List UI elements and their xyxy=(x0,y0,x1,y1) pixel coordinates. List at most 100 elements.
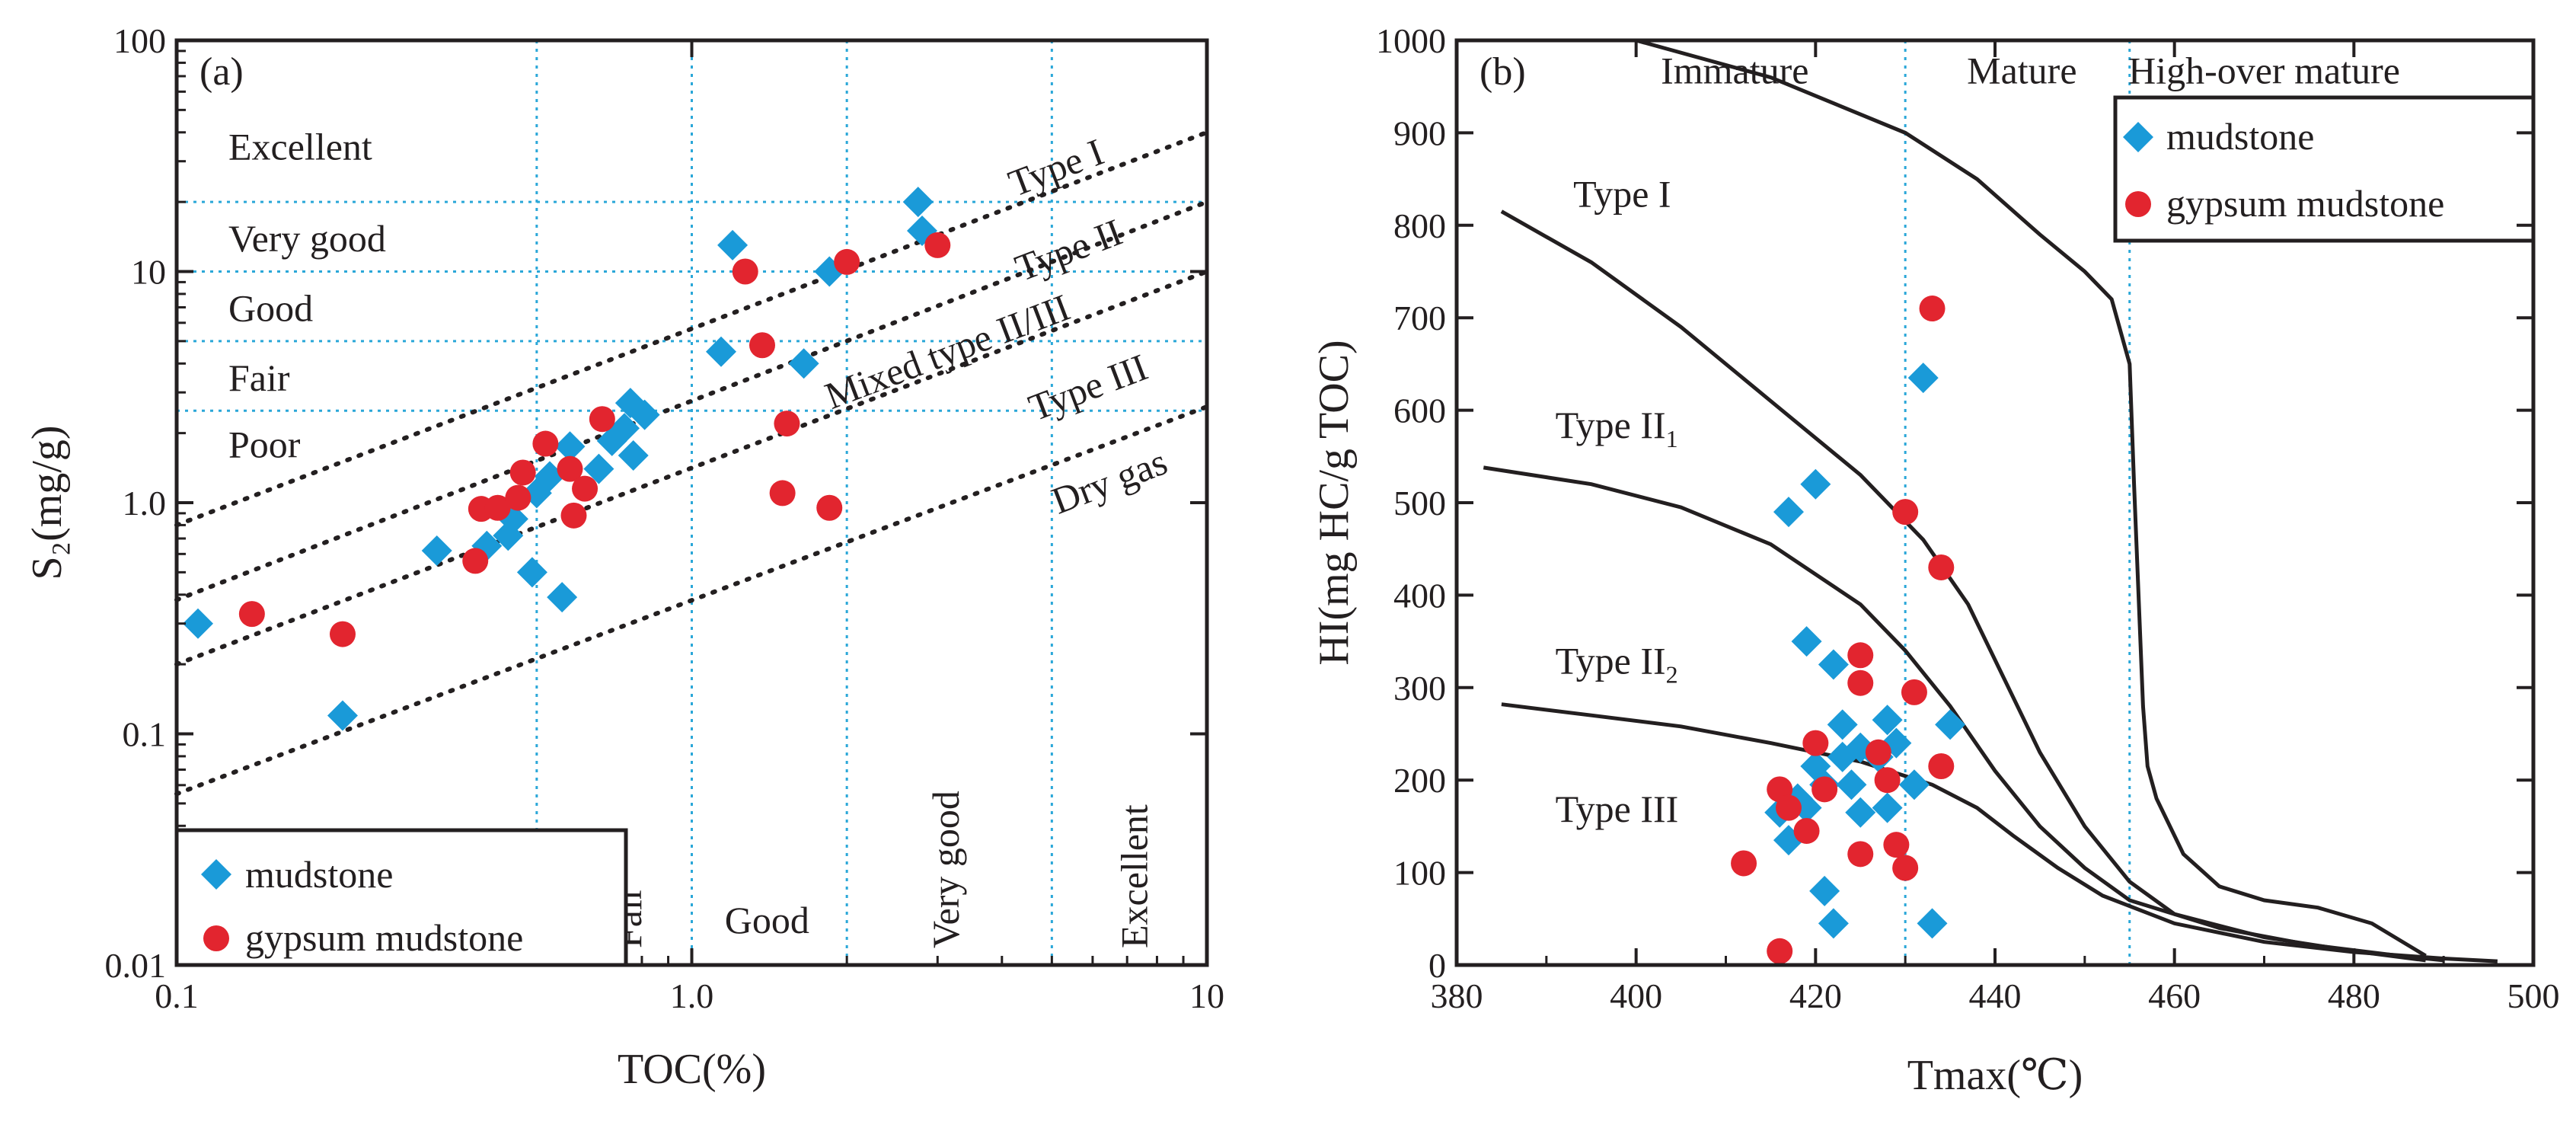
point-b-mudstone xyxy=(1818,908,1849,939)
s2-class-excellent: Excellent xyxy=(228,125,372,168)
point-a-mudstone xyxy=(902,187,934,218)
legend-box-a xyxy=(174,828,628,967)
x-tick-label-a: 1.0 xyxy=(670,976,714,1015)
point-a-gypsum-mudstone xyxy=(484,494,511,521)
zone-label-high-over-mature: High-over mature xyxy=(2128,49,2400,91)
y-tick-label-b: 700 xyxy=(1393,299,1446,337)
point-b-gypsum-mudstone xyxy=(1892,855,1919,881)
point-a-mudstone xyxy=(554,431,586,462)
toc-class-very-good: Very good xyxy=(924,791,967,948)
legend-box-b xyxy=(2113,95,2536,243)
type-line-type-ii xyxy=(174,200,1209,602)
y-tick-label-b: 300 xyxy=(1393,669,1446,708)
x-tick-label-b: 440 xyxy=(1969,976,2022,1015)
type-label-type-i: Type I xyxy=(1573,173,1671,216)
point-a-mudstone xyxy=(516,557,547,588)
point-a-mudstone xyxy=(705,336,736,367)
y-tick-label-b: 0 xyxy=(1428,946,1446,985)
s2-class-fair: Fair xyxy=(228,356,290,399)
point-a-gypsum-mudstone xyxy=(532,430,559,457)
point-a-gypsum-mudstone xyxy=(834,248,860,275)
point-a-mudstone xyxy=(327,700,358,731)
point-b-gypsum-mudstone xyxy=(1847,642,1874,669)
x-tick-label-b: 500 xyxy=(2507,976,2560,1015)
type-label-main: Type I xyxy=(1573,173,1671,216)
type-line-mixed-type-ii-iii xyxy=(174,269,1209,667)
type-label-main: Type III xyxy=(1556,788,1679,830)
y-tick-label-b: 900 xyxy=(1393,113,1446,152)
toc-class-good: Good xyxy=(725,899,809,941)
x-axis-title-a: TOC(%) xyxy=(618,1046,766,1093)
point-b-mudstone xyxy=(1845,797,1876,828)
point-a-gypsum-mudstone xyxy=(560,502,587,529)
point-a-gypsum-mudstone xyxy=(769,480,796,506)
point-b-gypsum-mudstone xyxy=(1802,730,1829,756)
point-b-mudstone xyxy=(1818,649,1849,680)
point-a-mudstone xyxy=(717,229,749,260)
y-tick-label-a: 1.0 xyxy=(123,484,167,522)
x-tick-label-b: 400 xyxy=(1610,976,1662,1015)
point-a-gypsum-mudstone xyxy=(589,406,615,433)
legend-b: mudstone gypsum mudstone xyxy=(2113,95,2536,243)
legend-a-gypsum-label: gypsum mudstone xyxy=(245,916,523,959)
point-b-mudstone xyxy=(1800,468,1831,500)
x-tick-label-a: 0.1 xyxy=(155,976,199,1015)
point-a-gypsum-mudstone xyxy=(749,332,775,359)
point-b-gypsum-mudstone xyxy=(1775,794,1802,821)
zone-label-immature: Immature xyxy=(1661,49,1808,91)
point-b-gypsum-mudstone xyxy=(1847,841,1874,868)
s2-class-good: Good xyxy=(228,287,313,330)
type-curve-type-ii1 xyxy=(1483,465,2444,963)
point-b-mudstone xyxy=(1917,908,1948,939)
point-a-gypsum-mudstone xyxy=(732,258,758,285)
point-a-gypsum-mudstone xyxy=(509,459,536,486)
panel-label-b: (b) xyxy=(1480,50,1526,94)
point-a-mudstone xyxy=(629,399,660,430)
type-label-type-ii2: Type II2 xyxy=(1556,640,1678,689)
point-a-mudstone xyxy=(788,348,819,379)
legend-a-mudstone-marker xyxy=(201,859,231,890)
point-b-gypsum-mudstone xyxy=(1901,679,1927,705)
y-tick-label-a: 0.1 xyxy=(123,715,167,754)
point-b-gypsum-mudstone xyxy=(1919,296,1946,322)
s2-class-very-good: Very good xyxy=(228,217,386,260)
y-tick-label-b: 400 xyxy=(1393,576,1446,615)
point-b-mudstone xyxy=(1773,497,1804,528)
x-tick-label-b: 420 xyxy=(1789,976,1842,1015)
point-b-mudstone xyxy=(1791,626,1822,657)
point-b-mudstone xyxy=(1827,709,1858,740)
legend-a-gypsum-marker xyxy=(203,925,229,951)
y-tick-label-b: 1000 xyxy=(1376,21,1446,60)
type-curve-maturity-boundary xyxy=(1636,38,2427,958)
x-tick-label-a: 10 xyxy=(1189,976,1224,1015)
point-b-gypsum-mudstone xyxy=(1811,776,1838,803)
point-b-gypsum-mudstone xyxy=(1892,499,1919,526)
type-line-type-iii xyxy=(174,404,1209,797)
point-b-gypsum-mudstone xyxy=(1928,554,1955,580)
type-curve-type-ii2 xyxy=(1501,702,2498,963)
type-label-main: Type II xyxy=(1556,404,1666,446)
point-a-gypsum-mudstone xyxy=(238,601,265,628)
point-b-mudstone xyxy=(1907,363,1939,394)
y-tick-label-a: 0.01 xyxy=(105,946,167,985)
y-tick-label-b: 600 xyxy=(1393,391,1446,430)
point-a-gypsum-mudstone xyxy=(774,411,800,437)
y-tick-label-b: 500 xyxy=(1393,484,1446,522)
point-b-mudstone xyxy=(1809,875,1840,906)
y-tick-label-b: 800 xyxy=(1393,206,1446,245)
point-b-gypsum-mudstone xyxy=(1928,753,1955,779)
point-a-gypsum-mudstone xyxy=(505,484,531,511)
x-tick-label-b: 380 xyxy=(1431,976,1483,1015)
point-a-mudstone xyxy=(547,582,578,613)
point-b-gypsum-mudstone xyxy=(1793,817,1820,844)
legend-b-gypsum-marker xyxy=(2125,191,2151,217)
panel-label-a: (a) xyxy=(200,50,244,94)
point-b-gypsum-mudstone xyxy=(1731,850,1757,877)
point-a-mudstone xyxy=(609,413,640,444)
y-tick-label-b: 200 xyxy=(1393,761,1446,800)
y-tick-label-a: 100 xyxy=(113,21,166,60)
point-b-mudstone xyxy=(1935,709,1966,740)
legend-b-mudstone-marker xyxy=(2123,122,2153,152)
